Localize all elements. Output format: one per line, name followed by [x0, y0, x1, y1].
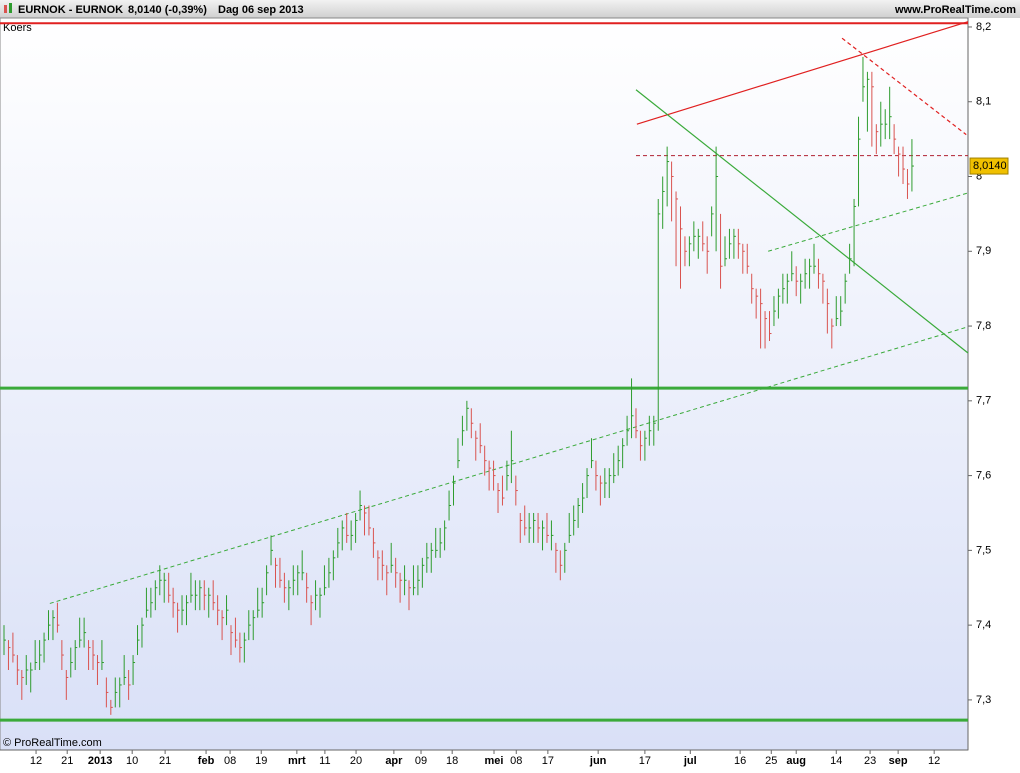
y-tick-label: 8,1 — [976, 96, 991, 108]
header-bar — [0, 0, 1020, 18]
instrument-title: EURNOK - EURNOK — [18, 4, 123, 16]
x-tick-label: 08 — [224, 755, 236, 767]
x-tick-label: apr — [385, 755, 403, 767]
price-marker-label: 8,0140 — [973, 160, 1007, 172]
x-tick-label: 21 — [159, 755, 171, 767]
x-tick-label: sep — [889, 755, 908, 767]
y-tick-label: 8,2 — [976, 21, 991, 33]
x-tick-label: 23 — [864, 755, 876, 767]
y-tick-label: 7,8 — [976, 320, 991, 332]
y-tick-label: 7,9 — [976, 245, 991, 257]
x-tick-label: feb — [198, 755, 215, 767]
x-tick-label: 19 — [255, 755, 267, 767]
x-tick-label: mrt — [288, 755, 306, 767]
x-tick-label: jun — [589, 755, 607, 767]
x-tick-label: jul — [683, 755, 697, 767]
x-tick-label: aug — [786, 755, 806, 767]
x-tick-label: 21 — [61, 755, 73, 767]
trend-line — [841, 37, 967, 136]
y-tick-label: 7,3 — [976, 694, 991, 706]
x-tick-label: 25 — [765, 755, 777, 767]
x-tick-label: 17 — [542, 755, 554, 767]
x-tick-label: 17 — [639, 755, 651, 767]
y-tick-label: 8 — [976, 170, 982, 182]
x-tick-label: 11 — [319, 755, 330, 767]
y-tick-label: 7,7 — [976, 395, 991, 407]
price-marker — [969, 157, 1009, 175]
plot-area — [0, 17, 969, 751]
x-tick-label: 2013 — [88, 755, 112, 767]
y-tick-label: 7,4 — [976, 619, 991, 631]
y-tick-label: 7,5 — [976, 544, 991, 556]
y-tick-label: 7,6 — [976, 469, 991, 481]
copyright: © ProRealTime.com — [3, 737, 102, 749]
y-axis-area — [968, 18, 1020, 750]
source[interactable]: www.ProRealTime.com — [894, 4, 1016, 16]
trend-line — [635, 89, 969, 354]
x-tick-label: 10 — [126, 755, 138, 767]
x-tick-label: 16 — [734, 755, 746, 767]
last-price: 8,0140 (-0,39%) — [128, 4, 207, 16]
x-tick-label: 12 — [928, 755, 940, 767]
x-tick-label: 09 — [415, 755, 427, 767]
app-icon — [4, 3, 12, 13]
series-label: Koers — [3, 22, 32, 34]
x-tick-label: 14 — [830, 755, 842, 767]
x-tick-label: 08 — [510, 755, 522, 767]
x-tick-label: 12 — [30, 755, 42, 767]
trend-line — [49, 326, 969, 604]
x-tick-label: mei — [485, 755, 504, 767]
x-tick-label: 20 — [350, 755, 362, 767]
trend-line — [636, 21, 969, 125]
period: Dag 06 sep 2013 — [218, 4, 304, 16]
x-tick-label: 18 — [446, 755, 458, 767]
